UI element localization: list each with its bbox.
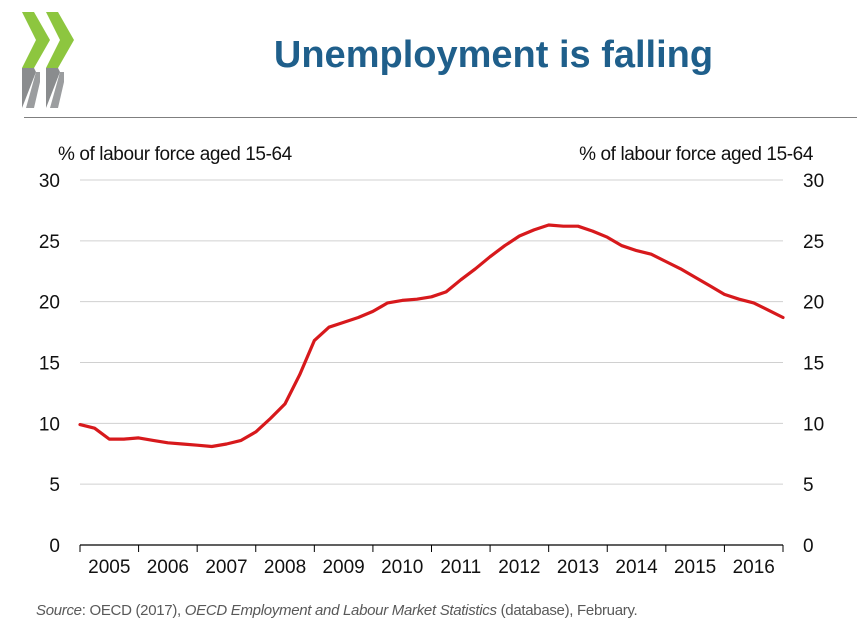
x-tick-label: 2011: [440, 557, 481, 578]
y-tick-label-right: 20: [803, 293, 824, 314]
y-axis-left: 0 5 10 15 20 25 30: [39, 171, 60, 557]
x-tick-label: 2009: [322, 557, 364, 578]
x-tick-label: 2014: [615, 557, 658, 578]
y-tick-label-left: 10: [39, 414, 60, 435]
oecd-chevron-logo-icon: [22, 12, 74, 108]
page-title: Unemployment is falling: [273, 34, 714, 76]
series-group: [78, 223, 785, 449]
source-publication: OECD Employment and Labour Market Statis…: [184, 602, 497, 619]
x-tick-label: 2005: [88, 557, 130, 578]
x-tick-label: 2010: [381, 557, 423, 578]
x-tick-label: 2012: [498, 557, 540, 578]
y-tick-label-left: 5: [49, 475, 60, 496]
y-axis-left-label: % of labour force aged 15-64: [58, 144, 292, 165]
y-axis-right-label: % of labour force aged 15-64: [579, 144, 813, 165]
source-text-2: (database), February.: [496, 602, 638, 619]
x-axis: 2005 2006 2007 2008 2009 2010 2011 2012 2013 2014…: [79, 544, 784, 578]
x-tick-label: 2008: [264, 557, 306, 578]
x-tick-label: 2013: [557, 557, 599, 578]
y-tick-label-left: 0: [49, 536, 60, 557]
y-tick-label-right: 10: [803, 414, 824, 435]
y-tick-label-right: 0: [803, 536, 814, 557]
source-label: Source: [36, 602, 82, 619]
y-tick-label-left: 15: [39, 354, 60, 375]
oecd-logo: [18, 12, 78, 112]
chart-grid: [80, 179, 783, 485]
y-tick-label-left: 25: [39, 232, 60, 253]
series-line: [78, 223, 785, 449]
y-tick-label-right: 30: [803, 171, 824, 192]
x-tick-label: 2015: [674, 557, 716, 578]
y-tick-label-right: 15: [803, 354, 824, 375]
x-tick-label: 2007: [205, 557, 247, 578]
title-divider: [24, 117, 857, 118]
y-tick-label-left: 30: [39, 171, 60, 192]
source-note: Source: OECD (2017), OECD Employment and…: [36, 602, 638, 619]
x-tick-label: 2006: [147, 557, 189, 578]
y-tick-label-right: 25: [803, 232, 824, 253]
y-tick-label-right: 5: [803, 475, 814, 496]
y-tick-label-left: 20: [39, 293, 60, 314]
source-text-1: : OECD (2017),: [81, 602, 185, 619]
y-axis-right: 0 5 10 15 20 25 30: [803, 171, 824, 557]
x-tick-label: 2016: [733, 557, 775, 578]
